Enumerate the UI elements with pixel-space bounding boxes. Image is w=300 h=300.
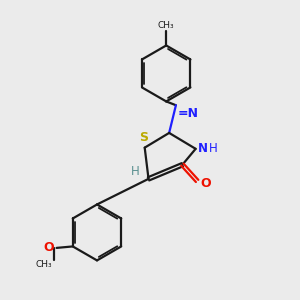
Text: H: H [209,142,218,155]
Text: O: O [201,177,211,190]
Text: =N: =N [177,107,198,120]
Text: H: H [131,165,140,178]
Text: O: O [43,242,54,254]
Text: N: N [198,142,208,155]
Text: CH₃: CH₃ [35,260,52,269]
Text: CH₃: CH₃ [158,21,175,30]
Text: S: S [139,131,148,144]
